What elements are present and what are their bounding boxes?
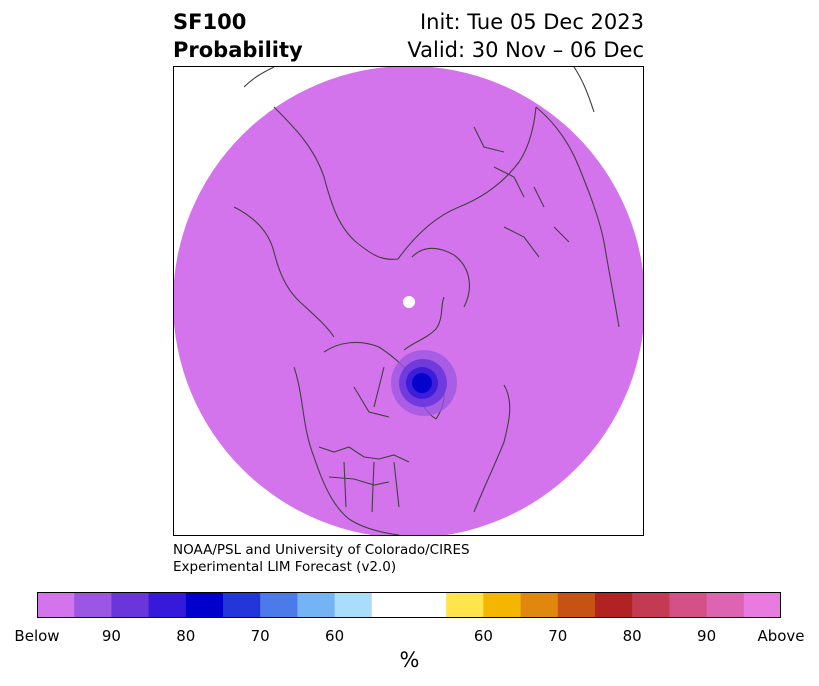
borders-us-states	[328, 461, 400, 513]
anomaly-blob	[391, 350, 457, 416]
coast-alaska	[233, 206, 335, 338]
coast-scandinavia	[573, 67, 595, 113]
title-variable: SF100	[173, 10, 247, 34]
coast-greenland-south	[403, 296, 445, 351]
borders-eurasia	[473, 126, 570, 258]
colorbar-segment	[557, 592, 596, 618]
colorbar-segment	[743, 592, 781, 618]
colorbar-segment	[669, 592, 708, 618]
colorbar-unit-label: %	[399, 648, 420, 672]
colorbar-tick-label: Above	[757, 627, 805, 645]
coast-west-americas	[293, 366, 400, 535]
colorbar-segment	[37, 592, 75, 618]
colorbar-segment	[334, 592, 373, 618]
colorbar-segment	[185, 592, 224, 618]
colorbar-segment	[148, 592, 187, 618]
credit-line-2: Experimental LIM Forecast (v2.0)	[173, 559, 397, 575]
coast-siberia-west	[273, 106, 399, 260]
colorbar-tick-label: Below	[14, 627, 60, 645]
coast-greenland-north	[411, 247, 470, 308]
map-svg	[174, 67, 643, 535]
colorbar-tick-label: 70	[250, 627, 270, 645]
colorbar-segment	[297, 592, 336, 618]
credit-text: NOAA/PSL and University of Colorado/CIRE…	[173, 542, 470, 576]
colorbar-tick-label: 90	[697, 627, 717, 645]
title-type: Probability	[173, 38, 303, 62]
colorbar-tick-label: 80	[176, 627, 196, 645]
colorbar-border	[37, 592, 781, 618]
border-us-canada	[318, 446, 410, 463]
valid-range: Valid: 30 Nov – 06 Dec	[407, 38, 644, 62]
colorbar	[37, 592, 781, 618]
colorbar-tick-label: 60	[473, 627, 493, 645]
borders-canada-provinces	[353, 366, 390, 418]
polar-map	[173, 66, 644, 536]
colorbar-segment	[260, 592, 298, 618]
map-title: SF100 Probability	[173, 8, 303, 64]
pole-hole	[403, 296, 415, 308]
anomaly-core	[412, 373, 432, 393]
colorbar-segment	[111, 592, 150, 618]
colorbar-tick-label: 80	[622, 627, 642, 645]
colorbar-segment	[595, 592, 633, 618]
colorbar-segment	[706, 592, 745, 618]
coast-kamchatka	[243, 67, 275, 88]
colorbar-segment	[632, 592, 670, 618]
colorbar-tick-label: 60	[325, 627, 345, 645]
colorbar-segment	[223, 592, 261, 618]
colorbar-tick-label: 70	[548, 627, 568, 645]
coast-europe	[535, 106, 620, 328]
colorbar-segment	[446, 592, 484, 618]
credit-line-1: NOAA/PSL and University of Colorado/CIRE…	[173, 542, 470, 558]
coast-siberia-east	[397, 106, 537, 260]
colorbar-tick-label: 90	[101, 627, 121, 645]
colorbar-segment	[520, 592, 559, 618]
colorbar-ticks: Below 90 80 70 60 60 70 80 90 Above	[0, 627, 819, 647]
colorbar-segment	[483, 592, 522, 618]
colorbar-segment	[371, 592, 447, 618]
colorbar-segment	[74, 592, 112, 618]
coast-east-americas	[473, 384, 511, 513]
init-date: Init: Tue 05 Dec 2023	[419, 10, 644, 34]
forecast-dates: Init: Tue 05 Dec 2023 Valid: 30 Nov – 06…	[407, 8, 644, 64]
